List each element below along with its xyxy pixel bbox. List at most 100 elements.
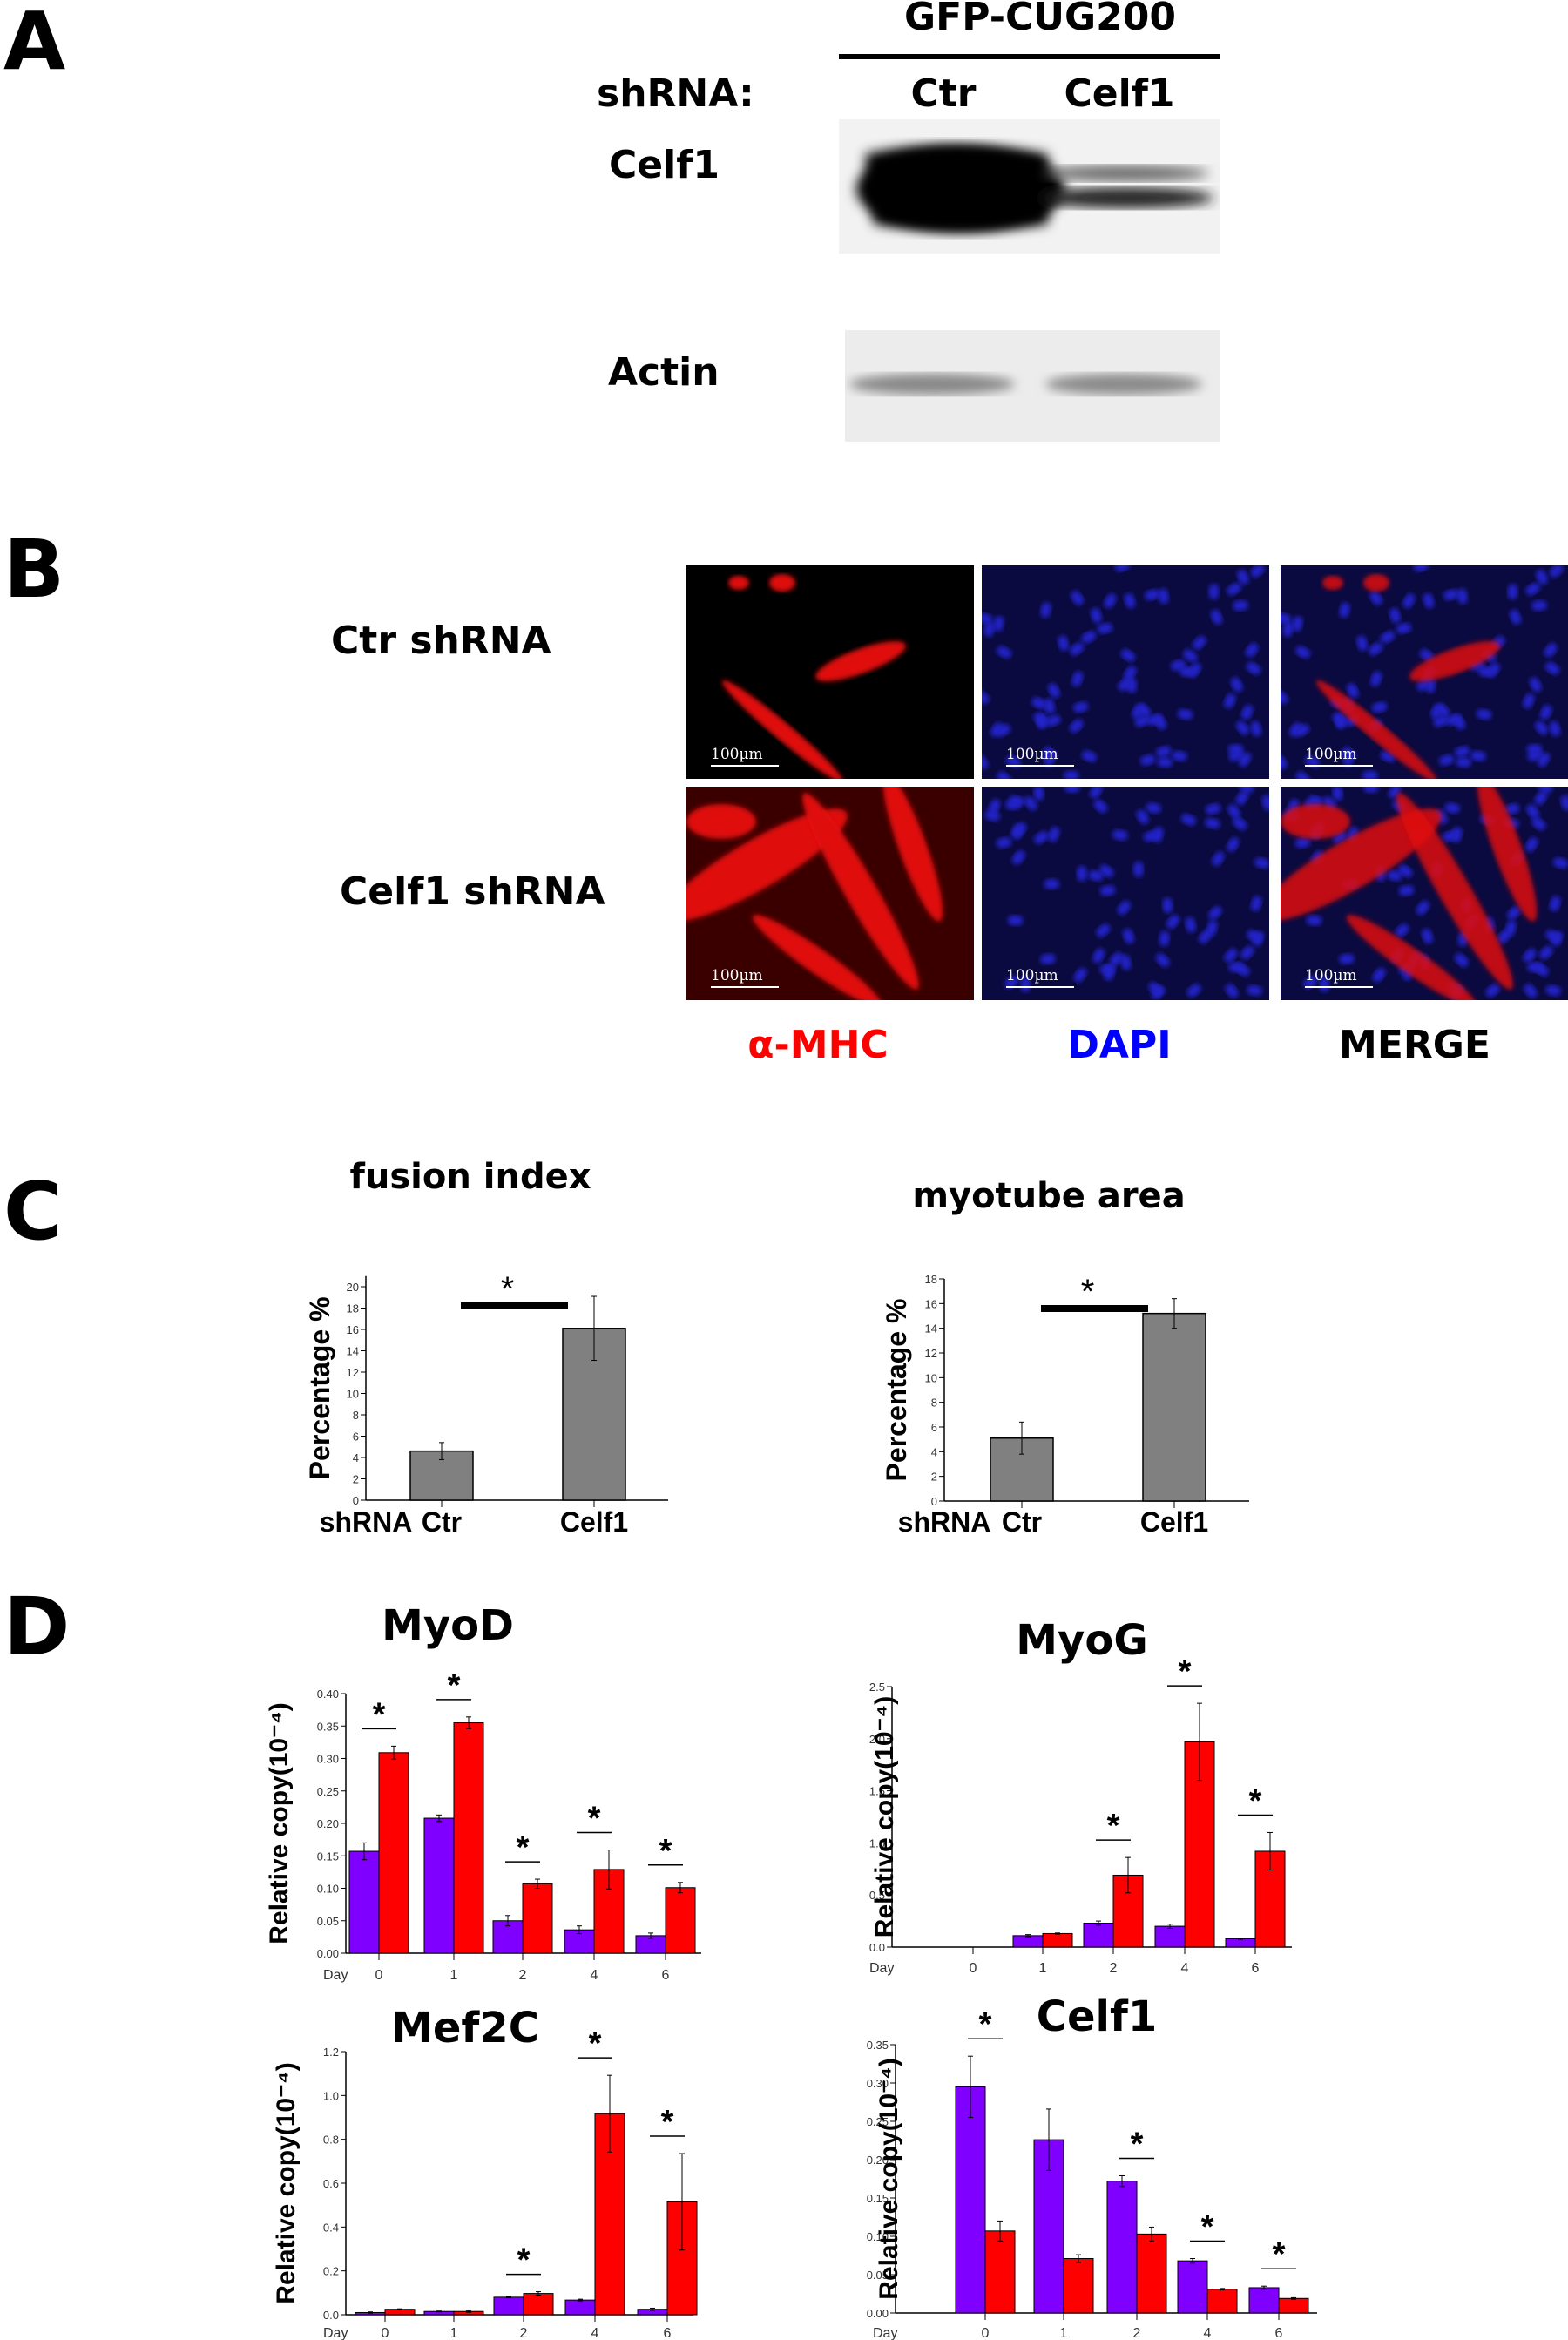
chart2-significance-star: * — [448, 1667, 461, 1704]
row-label-ctr-shrna: Ctr shRNA — [331, 619, 551, 663]
chart5-y-tick-label: 0.00 — [867, 2307, 889, 2320]
chart1-bar — [1142, 1312, 1206, 1502]
chart0-significance-star: * — [501, 1270, 515, 1309]
chart4-bar — [523, 2293, 554, 2316]
column-label-mhc: α-MHC — [747, 1023, 889, 1067]
chart1-y-tick-label: 2 — [931, 1471, 937, 1484]
chart1-y-axis-label: Percentage % — [881, 1299, 912, 1482]
chart2-bar — [453, 1722, 484, 1954]
chart5-x-tick-label: 2 — [1133, 2326, 1141, 2340]
chart1-y-tick-label: 6 — [931, 1421, 937, 1434]
western-blot-celf1 — [839, 119, 1220, 254]
row-label-celf1-shrna: Celf1 shRNA — [340, 869, 605, 914]
chart0-y-tick-label: 18 — [347, 1302, 359, 1315]
chart5-bar — [1136, 2233, 1167, 2314]
chart5-bar — [1063, 2258, 1094, 2314]
chart3-y-axis-label: Relative copy(10⁻⁴) — [870, 1696, 899, 1938]
chart4-y-tick-label: 1.2 — [323, 2046, 339, 2059]
chart4-x-tick-label: 6 — [664, 2326, 672, 2340]
chart0-x-tick-label: Ctr — [422, 1506, 462, 1538]
scale-bar: 100µm — [1006, 746, 1074, 767]
chart2-x-tick-label: 2 — [519, 1968, 527, 1983]
chart1-y-tick-label: 8 — [931, 1397, 937, 1410]
chart4-y-tick-label: 0.2 — [323, 2265, 339, 2278]
chart-title-celf1: Celf1 — [1036, 1992, 1158, 2041]
chart0-significance-bar — [461, 1302, 568, 1309]
chart1-x-axis-label: shRNA — [898, 1506, 991, 1538]
chart4-bar — [564, 2299, 596, 2316]
chart3-x-axis-label: Day — [869, 1961, 894, 1976]
chart2-x-tick-label: 1 — [450, 1968, 458, 1983]
chart2-significance-star: * — [517, 1829, 530, 1866]
chart4-significance-star: * — [661, 2104, 674, 2140]
shrna-label: shRNA: — [597, 71, 754, 116]
chart3-x-tick-label: 1 — [1039, 1961, 1047, 1976]
chart3-x-tick-label: 4 — [1181, 1961, 1189, 1976]
panel-label-d: D — [3, 1580, 71, 1674]
chart4-bar — [493, 2296, 524, 2316]
chart5-y-axis-label: Relative copy(10⁻⁴) — [875, 2058, 903, 2299]
blot-label-celf1: Celf1 — [609, 143, 720, 187]
chart2-y-tick-label: 0.25 — [317, 1785, 339, 1798]
chart0-y-tick-label: 14 — [347, 1345, 359, 1358]
chart-title-fusion-index: fusion index — [349, 1157, 591, 1197]
column-label-dapi: DAPI — [1067, 1023, 1172, 1067]
chart2-y-tick-label: 0.30 — [317, 1753, 339, 1766]
chart2-y-tick-label: 0.20 — [317, 1817, 339, 1830]
chart3-x-tick-label: 0 — [970, 1961, 977, 1976]
chart1-y-tick-label: 16 — [925, 1297, 937, 1310]
chart4-y-axis-label: Relative copy(10⁻⁴) — [272, 2062, 301, 2303]
chart5-bar — [1278, 2297, 1309, 2314]
chart2-significance-star: * — [588, 1801, 601, 1837]
micrograph-celf1-dapi: 100µm — [982, 787, 1269, 1000]
chart4-y-tick-label: 0.8 — [323, 2134, 339, 2147]
chart5-significance-star: * — [1273, 2236, 1286, 2273]
chart3-y-tick-label: 2.5 — [869, 1681, 885, 1694]
chart2-y-tick-label: 0.35 — [317, 1720, 339, 1733]
chart4-x-tick-label: 4 — [591, 2326, 599, 2340]
panel-label-c: C — [3, 1165, 63, 1258]
chart1-y-tick-label: 12 — [925, 1347, 937, 1360]
chart0-y-tick-label: 12 — [347, 1366, 359, 1379]
construct-label: GFP-CUG200 — [904, 0, 1176, 39]
chart2-y-tick-label: 0.40 — [317, 1687, 339, 1701]
chart5-bar — [984, 2230, 1016, 2314]
chart5-significance-star: * — [1131, 2126, 1144, 2162]
chart5-y-tick-label: 0.10 — [867, 2230, 889, 2243]
chart3-bar — [1012, 1935, 1044, 1948]
chart-title-myod: MyoD — [382, 1601, 514, 1650]
chart3-bar — [1154, 1925, 1186, 1948]
chart-title-myog: MyoG — [1016, 1616, 1148, 1665]
chart2-y-tick-label: 0.15 — [317, 1850, 339, 1863]
chart2-y-axis-label: Relative copy(10⁻⁴) — [265, 1702, 294, 1944]
column-label-merge: MERGE — [1339, 1023, 1490, 1067]
chart3-bar — [1083, 1922, 1114, 1948]
chart3-y-tick-label: 0.0 — [869, 1941, 885, 1954]
chart2-x-axis-label: Day — [323, 1968, 348, 1983]
blot-label-actin: Actin — [608, 350, 720, 395]
chart5-x-tick-label: 4 — [1204, 2326, 1212, 2340]
chart2-bar — [522, 1883, 553, 1954]
chart3-x-tick-label: 6 — [1252, 1961, 1260, 1976]
chart4-y-tick-label: 1.0 — [323, 2089, 339, 2102]
chart0-x-tick-label: Celf1 — [560, 1506, 628, 1538]
chart5-significance-star: * — [1201, 2209, 1214, 2246]
chart4-significance-star: * — [589, 2026, 602, 2062]
chart4-y-tick-label: 0.6 — [323, 2177, 339, 2190]
scale-bar: 100µm — [1305, 967, 1373, 988]
chart0-x-axis-label: shRNA — [320, 1506, 413, 1538]
chart4-x-axis-label: Day — [323, 2326, 348, 2340]
chart4-y-tick-label: 0.0 — [323, 2309, 339, 2322]
chart4-x-tick-label: 1 — [450, 2326, 458, 2340]
chart5-x-tick-label: 1 — [1060, 2326, 1068, 2340]
chart2-bar — [378, 1752, 409, 1954]
chart2-bar — [423, 1817, 455, 1954]
chart5-y-tick-label: 0.30 — [867, 2077, 889, 2090]
chart5-y-tick-label: 0.25 — [867, 2115, 889, 2128]
micrograph-ctr-dapi: 100µm — [982, 565, 1269, 779]
chart5-x-axis-label: Day — [873, 2326, 897, 2340]
chart2-x-tick-label: 0 — [375, 1968, 383, 1983]
lane-label-celf1: Celf1 — [1064, 71, 1175, 116]
chart3-significance-star: * — [1107, 1808, 1120, 1844]
